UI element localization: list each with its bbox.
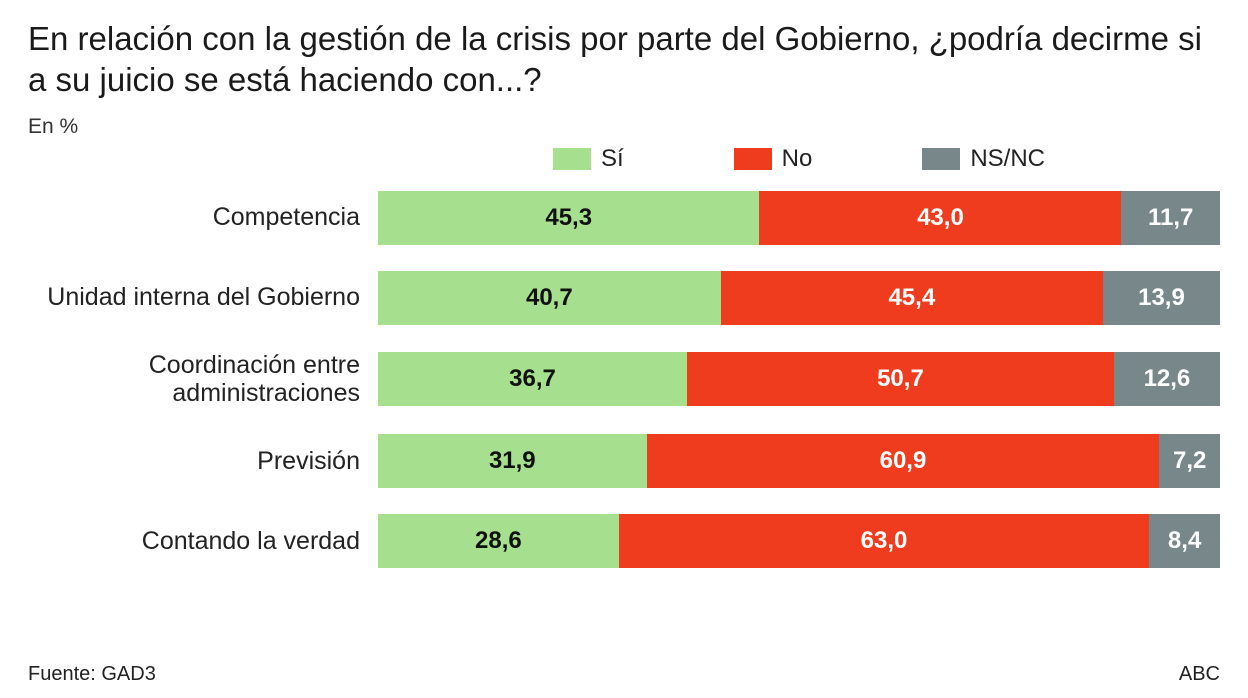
legend-label-ns: NS/NC xyxy=(970,145,1045,173)
bar-segment-value: 45,4 xyxy=(888,284,935,312)
chart-row: Coordinación entre administraciones 36,7 5… xyxy=(28,351,1220,409)
row-label: Contando la verdad xyxy=(28,527,378,556)
bar-segment-si: 40,7 xyxy=(378,271,721,325)
bar-segment-no: 45,4 xyxy=(721,271,1103,325)
chart-row: Unidad interna del Gobierno 40,7 45,4 13,9 xyxy=(28,271,1220,325)
bar-segment-no: 50,7 xyxy=(687,352,1114,406)
bar-segment-value: 12,6 xyxy=(1144,365,1191,393)
stacked-bar: 31,9 60,9 7,2 xyxy=(378,434,1220,488)
stacked-bar: 36,7 50,7 12,6 xyxy=(378,352,1220,406)
row-label: Competencia xyxy=(28,203,378,232)
brand-label: ABC xyxy=(1179,663,1220,686)
bar-segment-si: 36,7 xyxy=(378,352,687,406)
bar-segment-value: 45,3 xyxy=(545,204,592,232)
row-label: Unidad interna del Gobierno xyxy=(28,283,378,312)
bar-segment-value: 40,7 xyxy=(526,284,573,312)
legend-swatch-ns xyxy=(922,148,960,170)
bar-segment-value: 63,0 xyxy=(861,527,908,555)
bar-segment-ns: 8,4 xyxy=(1149,514,1220,568)
legend-label-si: Sí xyxy=(601,145,624,173)
chart-row: Previsión 31,9 60,9 7,2 xyxy=(28,434,1220,488)
chart-row: Contando la verdad 28,6 63,0 8,4 xyxy=(28,514,1220,568)
chart-row: Competencia 45,3 43,0 11,7 xyxy=(28,191,1220,245)
chart-title: En relación con la gestión de la crisis … xyxy=(28,18,1220,101)
legend-item-ns: NS/NC xyxy=(922,145,1045,173)
bar-segment-ns: 13,9 xyxy=(1103,271,1220,325)
bar-segment-no: 43,0 xyxy=(759,191,1121,245)
bar-segment-si: 31,9 xyxy=(378,434,647,488)
bar-segment-no: 63,0 xyxy=(619,514,1149,568)
legend-label-no: No xyxy=(782,145,813,173)
row-label: Previsión xyxy=(28,447,378,476)
bar-segment-si: 28,6 xyxy=(378,514,619,568)
chart-subtitle: En % xyxy=(28,115,1220,139)
stacked-bar: 40,7 45,4 13,9 xyxy=(378,271,1220,325)
chart-footer: Fuente: GAD3 ABC xyxy=(28,663,1220,686)
source-label: Fuente: GAD3 xyxy=(28,663,156,686)
bar-segment-value: 28,6 xyxy=(475,527,522,555)
bar-segment-value: 7,2 xyxy=(1173,447,1206,475)
stacked-bar: 28,6 63,0 8,4 xyxy=(378,514,1220,568)
legend-item-no: No xyxy=(734,145,813,173)
row-label: Coordinación entre administraciones xyxy=(28,351,378,409)
bar-segment-value: 31,9 xyxy=(489,447,536,475)
bar-segment-ns: 11,7 xyxy=(1121,191,1220,245)
bar-segment-si: 45,3 xyxy=(378,191,759,245)
bar-segment-value: 36,7 xyxy=(509,365,556,393)
chart-rows: Competencia 45,3 43,0 11,7 Unidad interna de… xyxy=(28,191,1220,569)
bar-segment-value: 13,9 xyxy=(1138,284,1185,312)
bar-segment-no: 60,9 xyxy=(647,434,1160,488)
bar-segment-ns: 12,6 xyxy=(1114,352,1220,406)
bar-segment-value: 43,0 xyxy=(917,204,964,232)
bar-segment-value: 50,7 xyxy=(877,365,924,393)
legend: Sí No NS/NC xyxy=(378,145,1220,173)
legend-swatch-si xyxy=(553,148,591,170)
bar-segment-value: 8,4 xyxy=(1168,527,1201,555)
bar-segment-ns: 7,2 xyxy=(1159,434,1220,488)
legend-swatch-no xyxy=(734,148,772,170)
bar-segment-value: 11,7 xyxy=(1148,204,1193,232)
legend-item-si: Sí xyxy=(553,145,624,173)
stacked-bar: 45,3 43,0 11,7 xyxy=(378,191,1220,245)
bar-segment-value: 60,9 xyxy=(880,447,927,475)
